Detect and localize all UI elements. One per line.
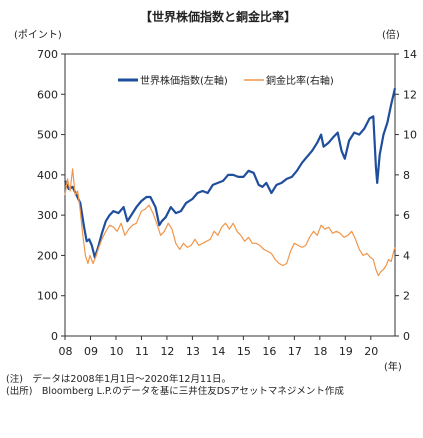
y-left-tick-label: 400 bbox=[37, 169, 58, 182]
x-tick-label: 17 bbox=[288, 345, 302, 358]
y-right-tick-label: 4 bbox=[403, 249, 410, 262]
x-axis: 08 09 10 11 12 13 14 15 16 17 18 19 20 bbox=[59, 336, 378, 358]
series-line-world-stock-index bbox=[64, 87, 397, 259]
x-tick-label: 13 bbox=[186, 345, 200, 358]
y-left-axis-unit: (ポイント) bbox=[14, 29, 62, 41]
y-left-tick-label: 0 bbox=[51, 330, 58, 343]
y-left-tick-label: 500 bbox=[37, 129, 58, 142]
footnotes: (注) データは2008年1月1日～2020年12月11日。 (出所) Bloo… bbox=[6, 374, 418, 398]
y-left-axis: 0 100 200 300 400 500 600 700 bbox=[37, 48, 65, 343]
plot-area bbox=[64, 53, 396, 337]
legend: 世界株価指数(左軸) 銅金比率(右軸) bbox=[118, 74, 334, 87]
x-tick-label: 18 bbox=[313, 345, 327, 358]
footnote-note: (注) データは2008年1月1日～2020年12月11日。 bbox=[6, 374, 232, 385]
x-tick-label: 08 bbox=[59, 345, 73, 358]
x-tick-label: 15 bbox=[237, 345, 251, 358]
x-tick-label: 20 bbox=[364, 345, 378, 358]
x-tick-label: 16 bbox=[262, 345, 276, 358]
footnote-source: (出所) Bloomberg L.P.のデータを基に三井住友DSアセットマネジメ… bbox=[6, 386, 344, 397]
legend-label-stock: 世界株価指数(左軸) bbox=[140, 74, 228, 87]
chart-title: 【世界株価指数と銅金比率】 bbox=[140, 9, 296, 24]
x-tick-label: 12 bbox=[160, 345, 174, 358]
x-tick-label: 14 bbox=[211, 345, 225, 358]
series-line-copper-gold-ratio bbox=[64, 168, 396, 277]
y-right-tick-label: 6 bbox=[403, 209, 410, 222]
y-left-tick-label: 700 bbox=[37, 48, 58, 61]
y-right-tick-label: 12 bbox=[403, 88, 417, 101]
y-right-tick-label: 8 bbox=[403, 169, 410, 182]
x-tick-label: 19 bbox=[339, 345, 353, 358]
y-left-tick-label: 600 bbox=[37, 88, 58, 101]
series-layer bbox=[64, 87, 397, 277]
x-tick-label: 10 bbox=[109, 345, 123, 358]
y-left-tick-label: 300 bbox=[37, 209, 58, 222]
y-right-tick-label: 14 bbox=[403, 48, 417, 61]
y-right-tick-label: 10 bbox=[403, 129, 417, 142]
y-right-axis-unit: (倍) bbox=[382, 28, 400, 41]
legend-label-copper-gold: 銅金比率(右軸) bbox=[266, 74, 334, 87]
y-left-tick-label: 200 bbox=[37, 249, 58, 262]
y-left-tick-label: 100 bbox=[37, 290, 58, 303]
x-tick-label: 11 bbox=[135, 345, 149, 358]
y-right-tick-label: 0 bbox=[403, 330, 410, 343]
x-axis-unit: (年) bbox=[384, 360, 402, 373]
y-right-tick-label: 2 bbox=[403, 290, 410, 303]
x-tick-label: 09 bbox=[84, 345, 98, 358]
y-right-axis: 0 2 4 6 8 10 12 14 bbox=[395, 48, 417, 343]
